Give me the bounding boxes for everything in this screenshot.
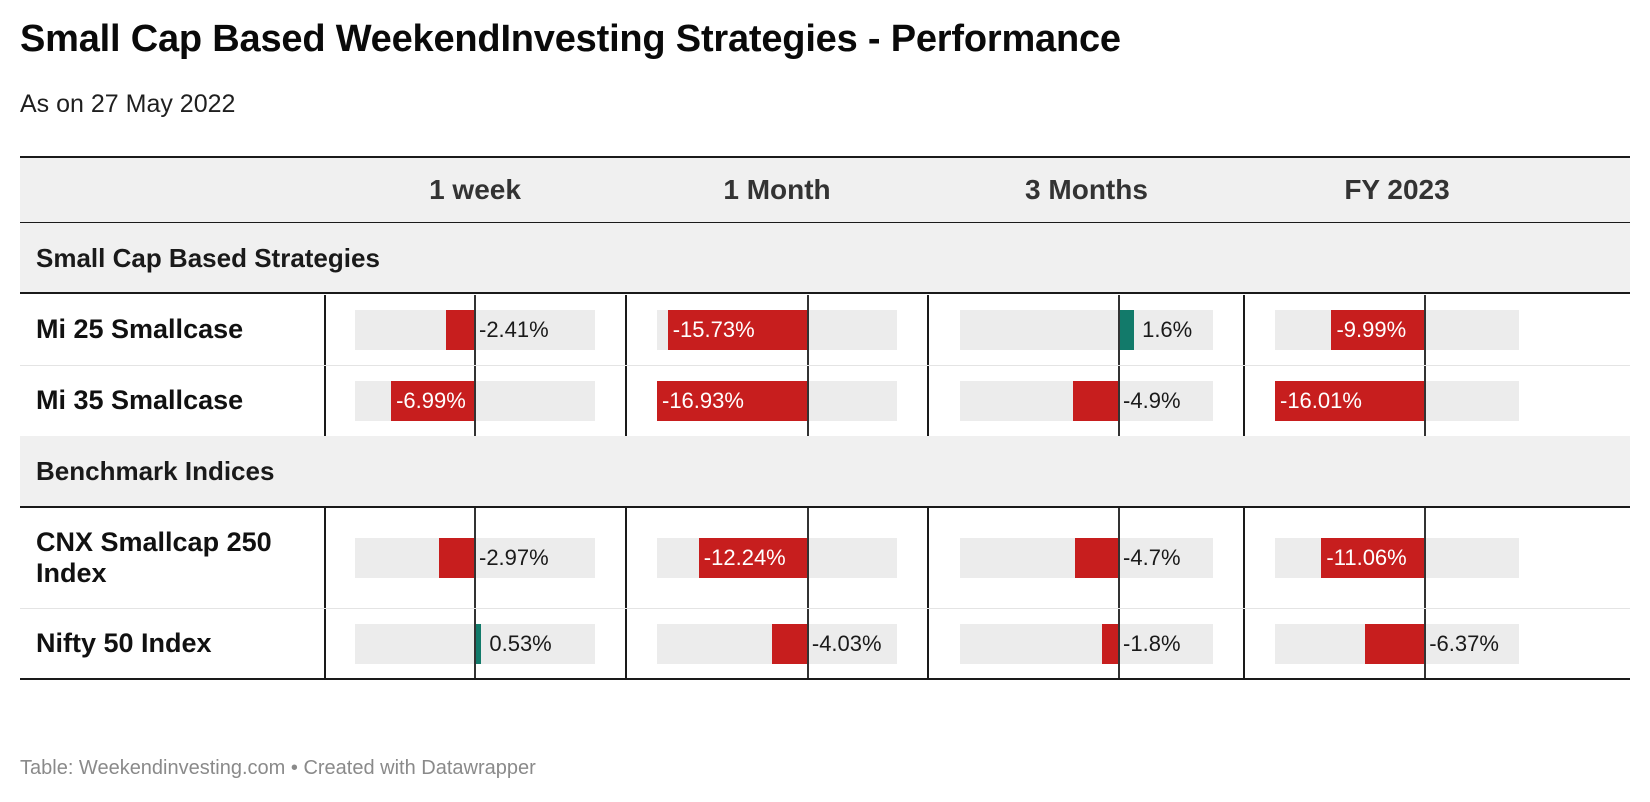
- value-label: -6.99%: [396, 388, 466, 413]
- value-label: -15.73%: [672, 317, 755, 342]
- group-header-label: Benchmark Indices: [36, 456, 275, 486]
- column-header: 1 Month: [723, 174, 831, 205]
- value-label: -4.03%: [811, 631, 882, 656]
- zero-axis: [474, 609, 476, 679]
- negative-bar: [446, 310, 475, 350]
- value-label: -11.06%: [1326, 545, 1407, 570]
- zero-axis: [1118, 609, 1121, 679]
- group-header-label: Small Cap Based Strategies: [36, 243, 380, 273]
- value-label: -16.93%: [662, 388, 744, 413]
- group-bottom-rule: [20, 292, 1630, 294]
- zero-axis: [474, 366, 476, 436]
- column-separator: [927, 508, 929, 679]
- zero-axis: [1118, 508, 1121, 608]
- row-label: CNX Smallcap 250 Index: [36, 527, 272, 588]
- zero-axis: [806, 366, 809, 436]
- value-label: -6.37%: [1429, 631, 1499, 656]
- value-label: -16.01%: [1280, 388, 1362, 413]
- column-header: 1 week: [429, 174, 521, 205]
- zero-axis: [806, 295, 809, 365]
- zero-axis: [474, 508, 476, 608]
- value-label: -4.7%: [1123, 545, 1181, 570]
- bar-track: [960, 624, 1213, 664]
- zero-axis: [806, 508, 809, 608]
- column-separator: [1243, 508, 1245, 679]
- column-header: FY 2023: [1344, 174, 1450, 205]
- negative-bar: [698, 538, 808, 578]
- zero-axis: [1424, 295, 1427, 365]
- row-divider: [20, 365, 1630, 366]
- table-bottom-rule: [20, 678, 1630, 680]
- zero-axis: [1118, 295, 1121, 365]
- positive-bar: [475, 624, 482, 664]
- value-label: -4.9%: [1123, 388, 1181, 413]
- positive-bar: [1119, 310, 1135, 350]
- value-label: -2.97%: [479, 545, 549, 570]
- negative-bar: [1321, 538, 1426, 578]
- value-label: -2.41%: [479, 317, 549, 342]
- negative-bar: [1073, 381, 1120, 421]
- value-label: -12.24%: [703, 545, 786, 570]
- row-label: Nifty 50 Index: [36, 628, 212, 658]
- header-background: [20, 157, 1630, 223]
- negative-bar: [667, 310, 808, 350]
- group-header-background: [20, 223, 1630, 293]
- negative-bar: [657, 381, 808, 421]
- negative-bar: [1102, 624, 1120, 664]
- group-header-background: [20, 436, 1630, 507]
- group-bottom-rule: [20, 506, 1630, 508]
- negative-bar: [771, 624, 808, 664]
- zero-axis: [1424, 609, 1427, 679]
- negative-bar: [439, 538, 475, 578]
- row-label: Mi 35 Smallcase: [36, 385, 244, 415]
- negative-bar: [1275, 381, 1426, 421]
- negative-bar: [391, 381, 475, 421]
- zero-axis: [1424, 366, 1427, 436]
- negative-bar: [1074, 538, 1120, 578]
- row-label: Mi 25 Smallcase: [36, 314, 244, 344]
- zero-axis: [1118, 366, 1121, 436]
- page-subtitle: As on 27 May 2022: [20, 90, 236, 118]
- zero-axis: [474, 295, 476, 365]
- value-label: -9.99%: [1336, 317, 1407, 342]
- column-separator: [324, 508, 326, 679]
- column-separator: [625, 508, 627, 679]
- row-divider: [20, 608, 1630, 609]
- zero-axis: [1424, 508, 1427, 608]
- bar-track: [960, 310, 1213, 350]
- header-top-rule: [20, 156, 1630, 158]
- column-header: 3 Months: [1025, 174, 1148, 205]
- negative-bar: [1365, 624, 1426, 664]
- page-title: Small Cap Based WeekendInvesting Strateg…: [20, 18, 1121, 60]
- value-label: -1.8%: [1123, 631, 1181, 656]
- zero-axis: [806, 609, 809, 679]
- value-label: 1.6%: [1142, 317, 1193, 342]
- value-label: 0.53%: [489, 631, 552, 656]
- source-footer: Table: Weekendinvesting.com • Created wi…: [20, 757, 536, 779]
- negative-bar: [1331, 310, 1426, 350]
